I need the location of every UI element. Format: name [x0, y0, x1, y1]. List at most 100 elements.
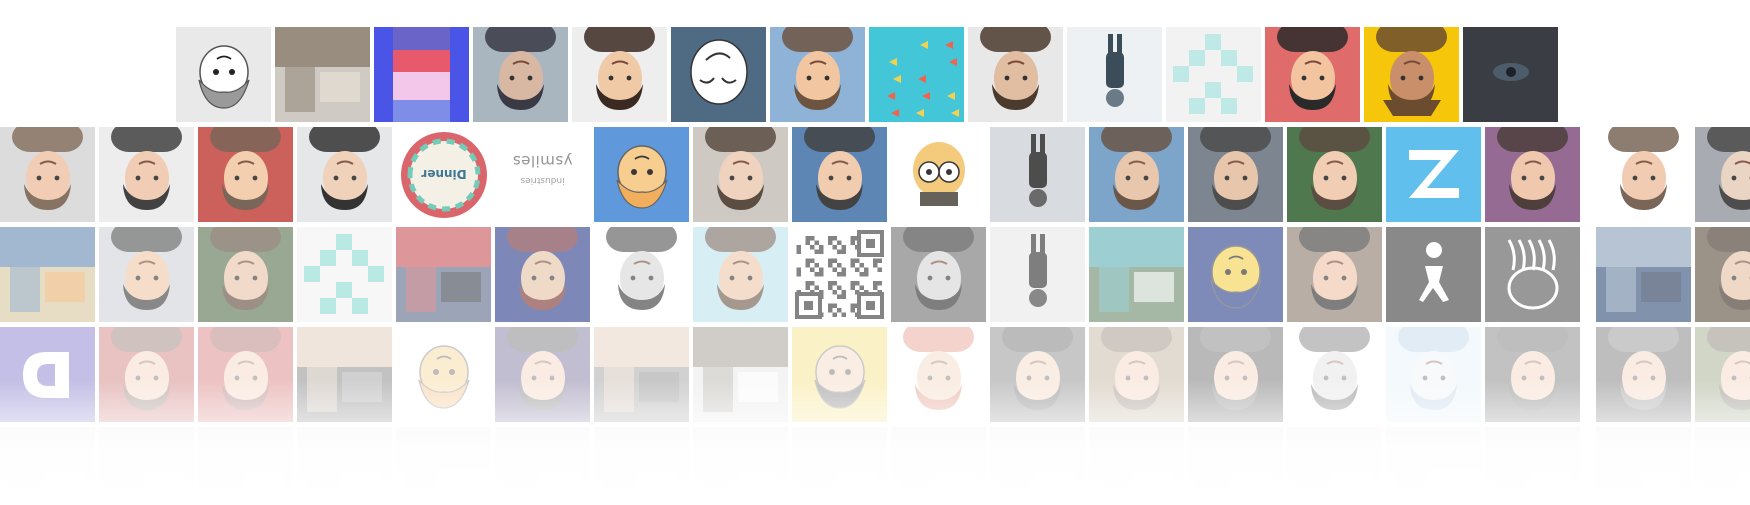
avatar-tile — [1463, 27, 1558, 122]
avatar-image — [1287, 127, 1382, 222]
avatar-image — [693, 327, 788, 422]
avatar-image — [1386, 127, 1481, 222]
avatar-image — [1596, 227, 1691, 322]
avatar-tile — [0, 327, 95, 422]
avatar-image — [275, 27, 370, 122]
avatar-image — [99, 127, 194, 222]
avatar-row — [0, 327, 1750, 422]
avatar-image — [1287, 327, 1382, 422]
avatar-image — [693, 427, 788, 505]
avatar-tile — [1089, 227, 1184, 322]
avatar-image: Dinner — [396, 127, 491, 222]
avatar-tile — [1166, 27, 1261, 122]
avatar-tile: Dinner — [396, 127, 491, 222]
avatar-tile — [1188, 127, 1283, 222]
avatar-image — [1287, 427, 1382, 505]
avatar-image — [990, 227, 1085, 322]
avatar-image — [1596, 427, 1691, 505]
avatar-image — [1188, 127, 1283, 222]
avatar-tile — [869, 27, 964, 122]
avatar-tile — [1695, 227, 1750, 322]
avatar-image — [1485, 127, 1580, 222]
avatar-image — [1463, 27, 1558, 122]
avatar-tile — [176, 27, 271, 122]
avatar-tile — [1287, 127, 1382, 222]
avatar-image — [1265, 27, 1360, 122]
avatar-tile — [572, 27, 667, 122]
avatar-image — [1067, 27, 1162, 122]
avatar-tile — [1188, 427, 1283, 505]
avatar-tile — [1485, 127, 1580, 222]
avatar-image — [594, 427, 689, 505]
avatar-tile: industries ysmiles — [495, 127, 590, 222]
avatar-image — [1695, 227, 1750, 322]
avatar-tile — [990, 327, 1085, 422]
avatar-image — [297, 227, 392, 322]
avatar-image — [891, 427, 986, 505]
avatar-image — [396, 227, 491, 322]
avatar-image — [198, 127, 293, 222]
avatar-image — [198, 327, 293, 422]
avatar-tile — [594, 127, 689, 222]
avatar-image — [473, 27, 568, 122]
avatar-tile — [198, 427, 293, 505]
avatar-image — [396, 427, 491, 505]
avatar-tile — [1265, 27, 1360, 122]
avatar-tile — [770, 27, 865, 122]
avatar-tile — [594, 227, 689, 322]
avatar-image — [1089, 227, 1184, 322]
avatar-image — [792, 427, 887, 505]
avatar-tile — [495, 327, 590, 422]
avatar-tile — [495, 427, 590, 505]
wordmark-text: ysmiles — [512, 152, 573, 170]
avatar-image — [792, 127, 887, 222]
avatar-tile — [1596, 427, 1691, 505]
avatar-image — [176, 27, 271, 122]
avatar-image — [1188, 327, 1283, 422]
avatar-tile — [1287, 427, 1382, 505]
avatar-image — [0, 127, 95, 222]
avatar-tile — [1188, 327, 1283, 422]
avatar-tile — [594, 427, 689, 505]
avatar-tile — [1089, 327, 1184, 422]
avatar-image — [198, 227, 293, 322]
avatar-tile — [1695, 427, 1750, 505]
avatar-image — [297, 427, 392, 505]
avatar-tile — [693, 327, 788, 422]
avatar-tile — [198, 327, 293, 422]
avatar-image — [1386, 327, 1481, 422]
avatar-image — [990, 427, 1085, 505]
avatar-tile — [693, 227, 788, 322]
avatar-tile — [1287, 327, 1382, 422]
avatar-image — [1596, 127, 1691, 222]
avatar-tile — [1386, 227, 1481, 322]
avatar-image — [891, 227, 986, 322]
avatar-image — [1287, 227, 1382, 322]
avatar-tile — [990, 227, 1085, 322]
avatar-tile — [1485, 427, 1580, 505]
avatar-tile — [99, 127, 194, 222]
avatar-image — [0, 327, 95, 422]
avatar-image — [1166, 27, 1261, 122]
avatar-image — [1386, 227, 1481, 322]
avatar-tile — [1596, 227, 1691, 322]
avatar-tile — [792, 327, 887, 422]
avatar-tile — [1485, 227, 1580, 322]
avatar-tile — [99, 227, 194, 322]
avatar-image — [1695, 327, 1750, 422]
avatar-image — [0, 427, 95, 505]
avatar-tile — [396, 327, 491, 422]
avatar-tile — [1596, 327, 1691, 422]
avatar-image — [198, 427, 293, 505]
avatar-image — [770, 27, 865, 122]
avatar-image — [594, 327, 689, 422]
avatar-tile — [968, 27, 1063, 122]
avatar-image — [1596, 327, 1691, 422]
avatar-image — [990, 327, 1085, 422]
avatar-image — [693, 127, 788, 222]
avatar-tile — [792, 427, 887, 505]
avatar-image — [792, 327, 887, 422]
avatar-image — [1364, 27, 1459, 122]
avatar-tile — [0, 227, 95, 322]
avatar-image — [297, 327, 392, 422]
